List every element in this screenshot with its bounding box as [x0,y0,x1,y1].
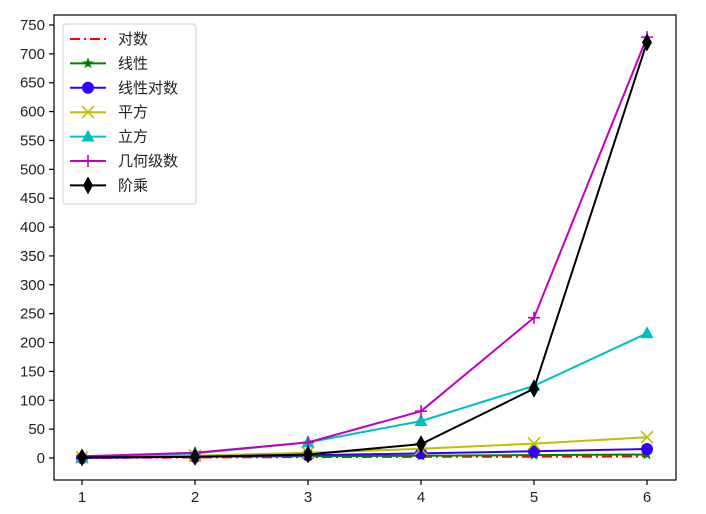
y-tick-label: 700 [20,46,45,63]
legend-entry: 平方 [70,104,148,121]
legend-entry: 阶乘 [70,176,148,195]
plot-series [75,31,654,467]
plus-marker-icon [415,405,427,418]
circle-marker-icon [415,447,427,460]
x-tick-label: 5 [530,489,538,506]
y-tick-label: 0 [37,450,45,467]
diamond-marker-icon [529,379,539,398]
y-tick-label: 50 [28,421,45,438]
series-line [81,41,648,459]
y-tick-label: 400 [20,219,45,236]
legend-label: 几何级数 [118,153,178,170]
x-axis: 1 2 3 4 5 6 [78,480,651,506]
triangle-marker-icon [414,414,428,427]
y-tick-label: 650 [20,75,45,92]
circle-marker-icon [82,81,94,94]
y-tick-label: 600 [20,104,45,121]
legend-entry: 线性 [70,55,148,72]
legend-label: 立方 [118,129,148,146]
legend-label: 对数 [118,31,148,48]
diamond-marker-icon [83,176,93,195]
legend-entry: 线性对数 [70,80,178,97]
y-tick-label: 350 [20,248,45,265]
y-tick-label: 450 [20,190,45,207]
diamond-marker-icon [416,435,426,454]
y-tick-label: 100 [20,392,45,409]
legend-entry: 几何级数 [70,153,178,170]
x-tick-label: 4 [417,489,425,506]
diamond-marker-icon [77,448,87,467]
plot-frame [53,14,677,481]
x-marker-icon [527,437,541,451]
diamond-marker-icon [190,447,200,466]
legend-box [62,23,197,205]
x-tick-label: 6 [643,489,651,506]
circle-marker-icon [528,445,540,458]
plus-marker-icon [528,311,540,324]
y-tick-label: 300 [20,277,45,294]
y-axis: 0 50 100 150 200 250 300 350 400 450 500 550 600 650 7… [20,17,54,467]
y-tick-label: 550 [20,132,45,149]
y-tick-label: 200 [20,335,45,352]
x-marker-icon [81,105,95,119]
x-marker-icon [640,430,654,444]
legend-entry: 对数 [70,31,148,48]
plus-marker-icon [82,155,94,167]
y-tick-label: 500 [20,161,45,178]
diamond-marker-icon [642,33,652,52]
legend-label: 线性 [118,55,148,72]
legend-label: 线性对数 [118,80,178,97]
circle-marker-icon [641,443,653,456]
x-tick-label: 1 [78,489,86,506]
legend-label: 平方 [118,104,148,121]
x-tick-label: 3 [304,489,312,506]
legend-label: 阶乘 [118,177,148,194]
legend-entry: 立方 [70,129,148,146]
y-tick-label: 250 [20,306,45,323]
x-tick-label: 2 [191,489,199,506]
y-tick-label: 150 [20,363,45,380]
triangle-marker-icon [640,326,654,339]
star-marker-icon [82,57,94,69]
diamond-marker-icon [303,445,313,464]
y-tick-label: 750 [20,17,45,34]
series-line [81,36,648,458]
triangle-marker-icon [81,129,95,142]
series-阶乘 [77,33,652,467]
